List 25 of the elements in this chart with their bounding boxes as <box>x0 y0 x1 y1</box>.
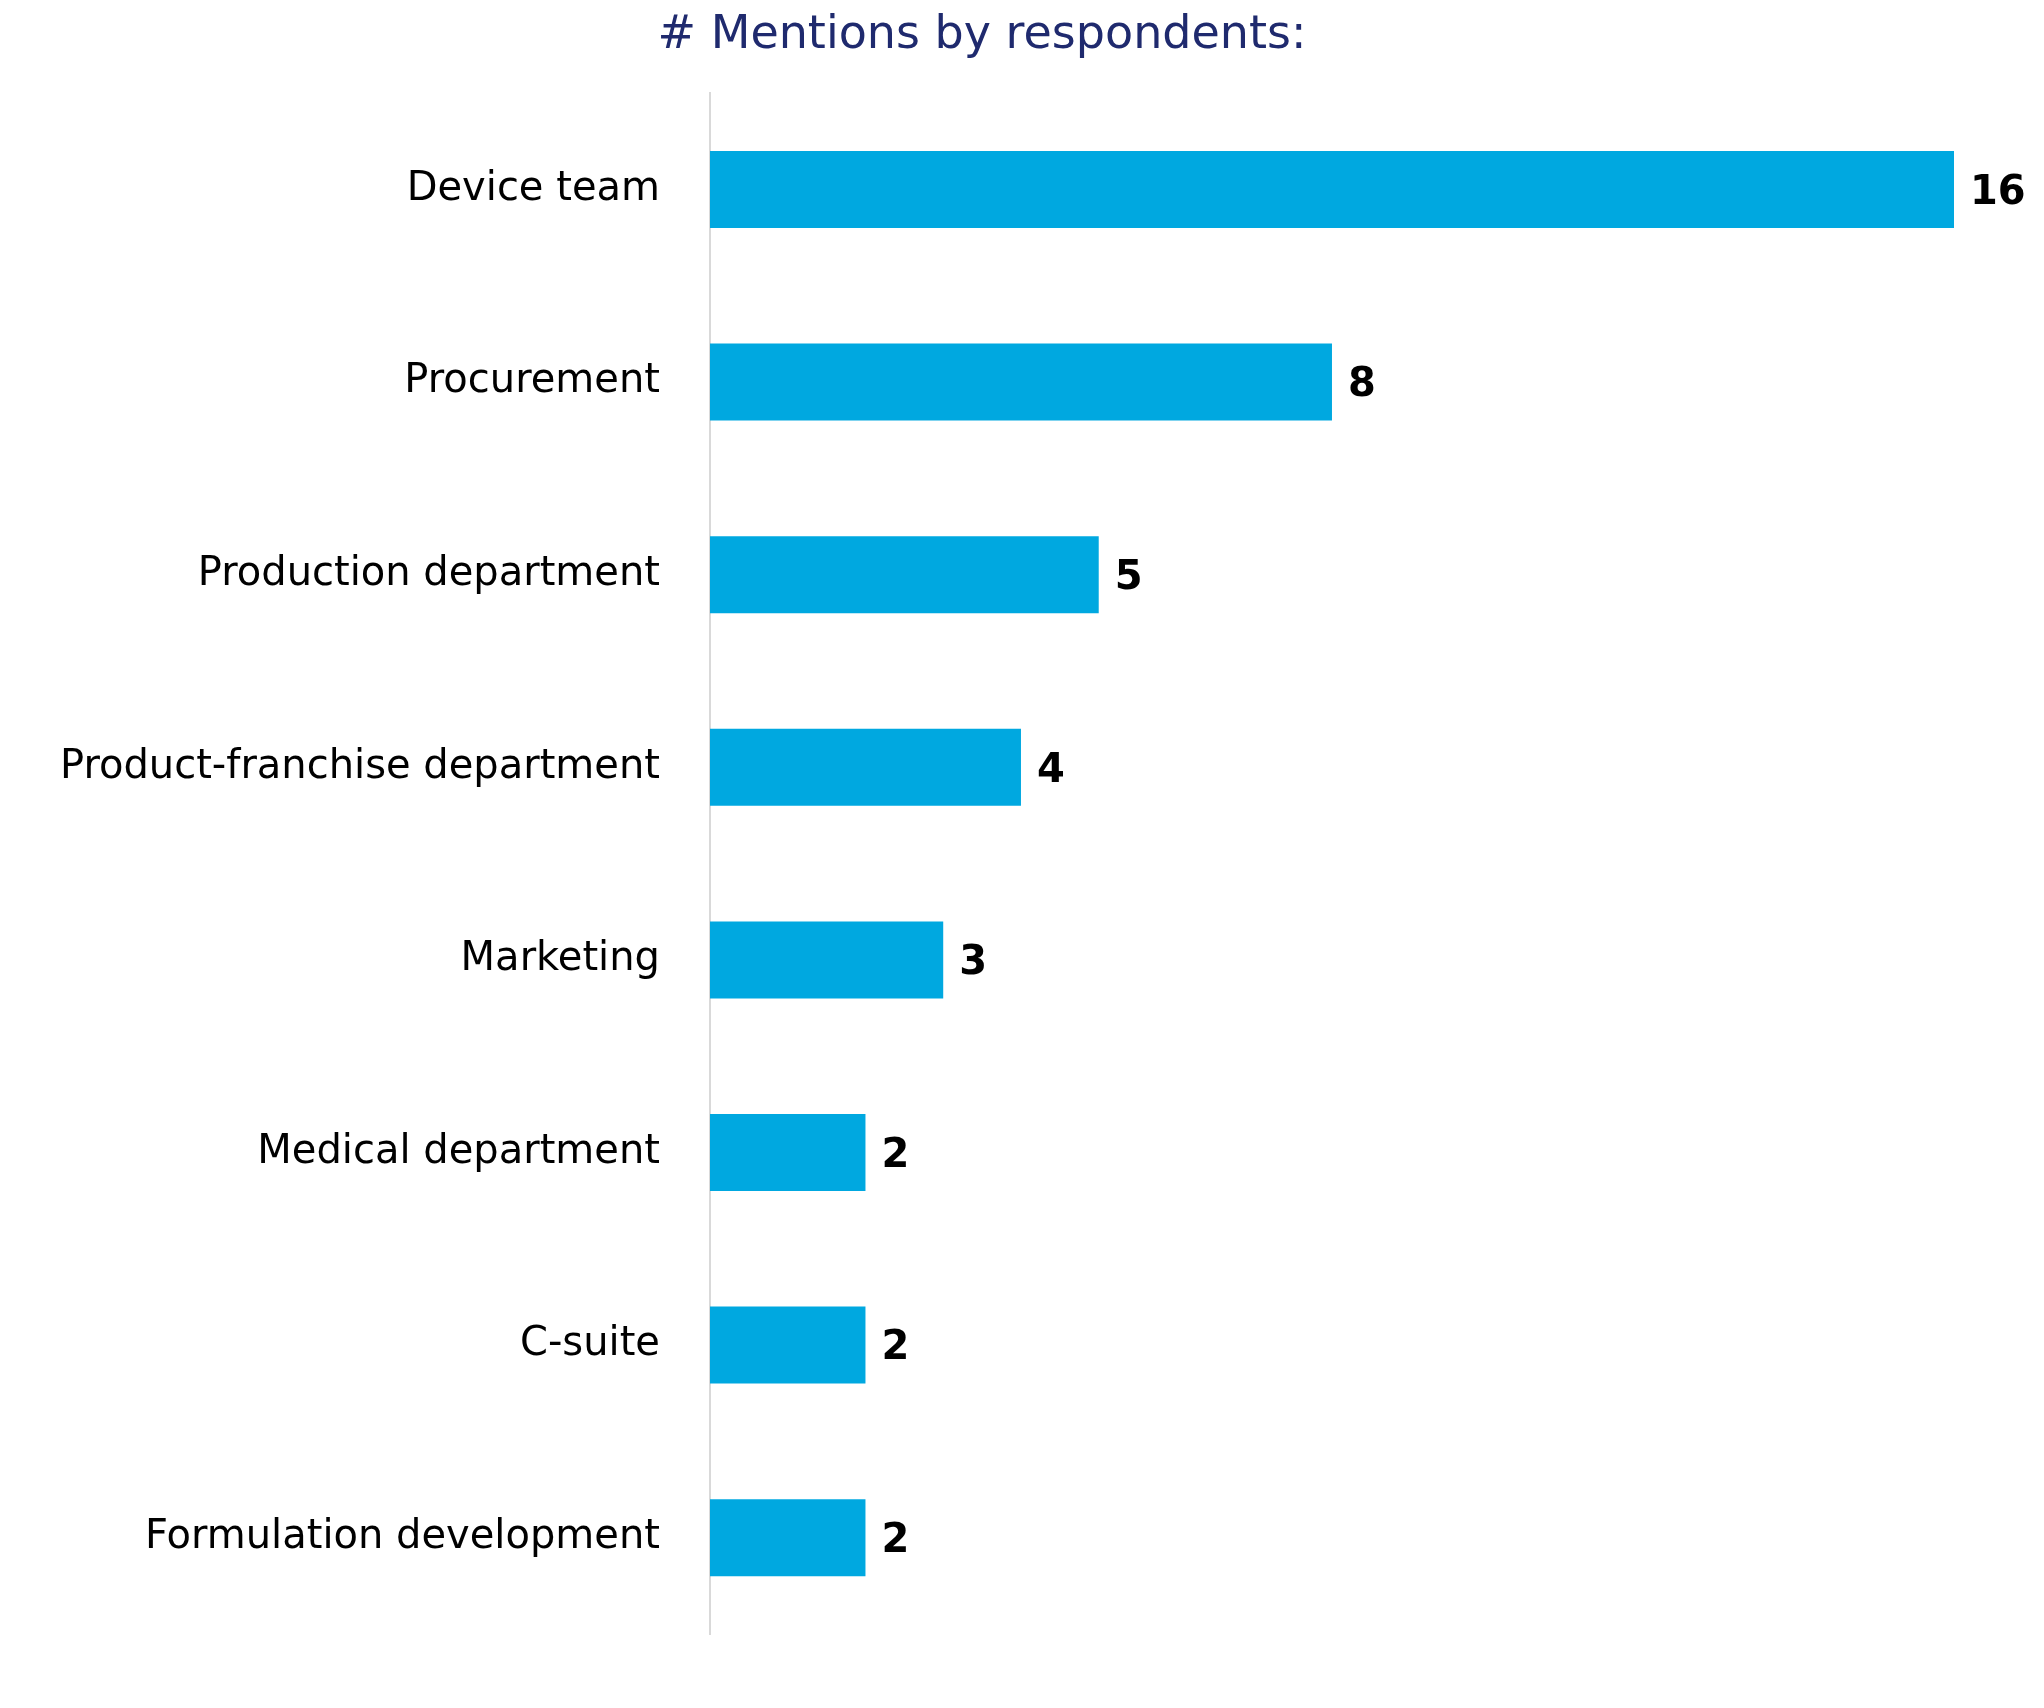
data-label: 2 <box>881 1515 910 1562</box>
data-label: 3 <box>959 937 988 984</box>
data-label: 4 <box>1036 744 1065 791</box>
bar <box>709 1499 866 1577</box>
data-label: 2 <box>881 1322 910 1369</box>
bar <box>709 343 1332 421</box>
bar <box>709 1113 866 1192</box>
bar <box>709 921 944 999</box>
data-label: 16 <box>1970 166 2026 213</box>
bar <box>709 150 1954 229</box>
data-label: 8 <box>1347 359 1376 406</box>
y-tick-label: C-suite <box>519 1318 660 1365</box>
y-tick-label: Procurement <box>404 355 660 402</box>
y-tick-label: Product-franchise department <box>59 740 660 787</box>
y-tick-label: Production department <box>197 548 660 595</box>
y-tick-label: Marketing <box>460 933 660 980</box>
data-label: 5 <box>1114 552 1143 599</box>
y-tick-label: Device team <box>406 162 660 209</box>
y-tick-label: Formulation development <box>145 1511 660 1558</box>
bar <box>709 536 1099 614</box>
bar <box>709 728 1021 806</box>
data-label: 2 <box>881 1129 910 1176</box>
chart-title: # Mentions by respondents: <box>657 4 1307 59</box>
bar <box>709 1306 866 1384</box>
y-tick-label: Medical department <box>257 1125 660 1172</box>
